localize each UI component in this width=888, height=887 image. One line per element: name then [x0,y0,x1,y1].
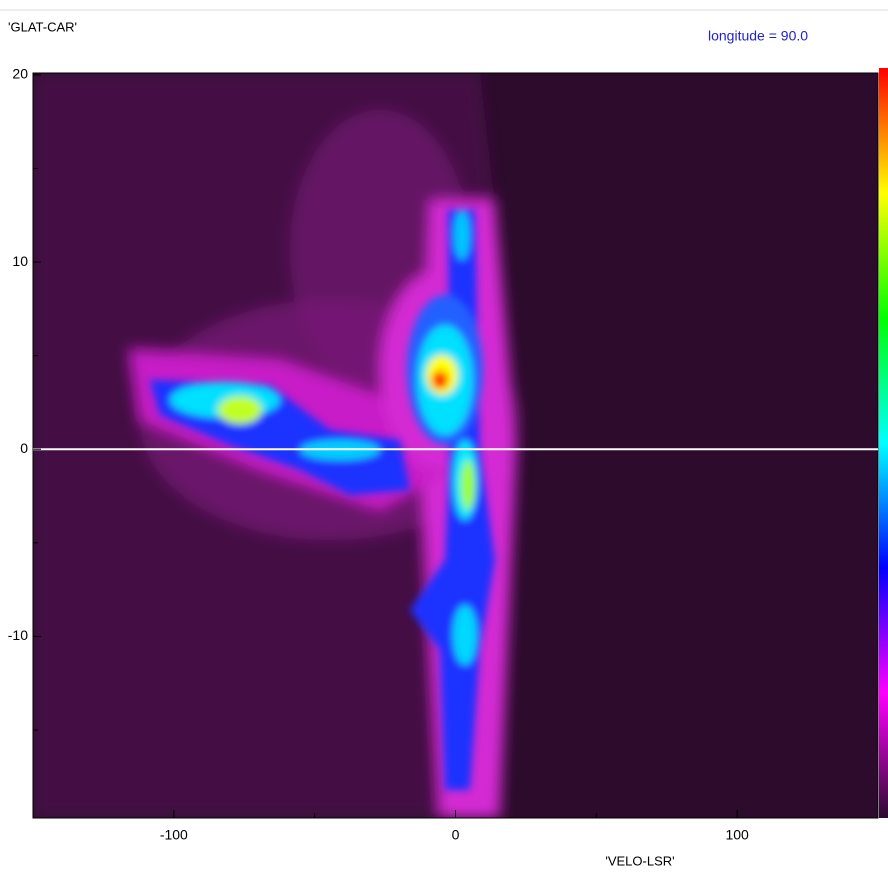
y-tick-label: 0 [20,440,28,456]
y-axis-label: 'GLAT-CAR' [8,19,77,34]
chart-title: longitude = 90.0 [708,28,808,44]
intensity-map [33,73,520,818]
y-tick-label: 20 [12,66,28,82]
colorbar [879,68,888,818]
x-axis-label: 'VELO-LSR' [605,853,674,868]
x-tick-label: -100 [160,827,188,843]
x-tick-label: 100 [725,827,749,843]
x-tick-label: 0 [452,827,460,843]
y-tick-label: -10 [8,627,28,643]
y-tick-label: 10 [12,253,28,269]
